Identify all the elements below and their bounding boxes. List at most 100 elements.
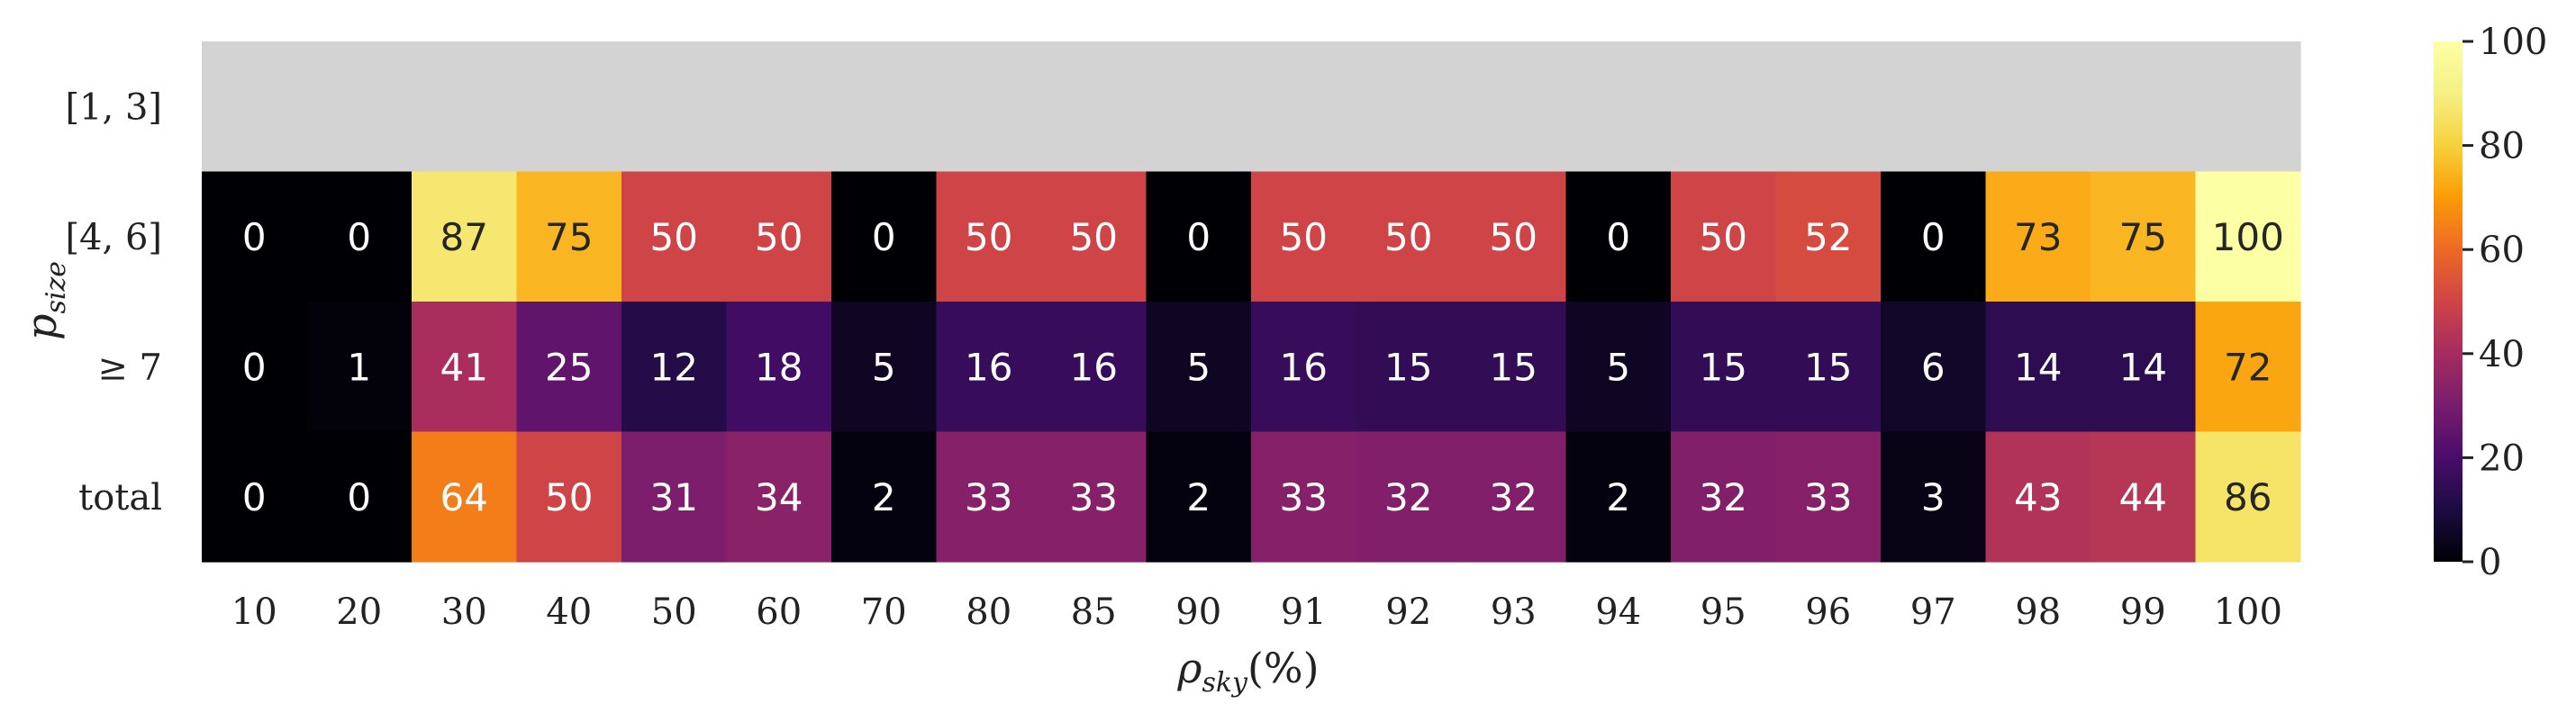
cell-value-label: 0 bbox=[242, 475, 267, 519]
cell-value-label: 86 bbox=[2224, 475, 2272, 519]
heatmap-cell bbox=[726, 171, 832, 302]
cell-value-label: 75 bbox=[545, 215, 593, 259]
heatmap-cell bbox=[1775, 431, 1882, 563]
cell-value-label: 14 bbox=[2119, 345, 2167, 389]
cell-value-label: 87 bbox=[440, 215, 488, 259]
heatmap-cell bbox=[306, 302, 413, 433]
x-tick-label: 85 bbox=[1071, 591, 1117, 633]
cell-value-label: 44 bbox=[2119, 475, 2167, 519]
heatmap-cell bbox=[1356, 171, 1462, 302]
cell-value-label: 16 bbox=[965, 345, 1012, 389]
cell-value-label: 72 bbox=[2224, 345, 2272, 389]
heatmap-cell bbox=[2195, 41, 2301, 173]
cell-value-label: 5 bbox=[1606, 345, 1630, 389]
cell-value-label: 64 bbox=[440, 475, 488, 519]
heatmap-cell bbox=[1565, 171, 1672, 302]
cell-value-label: 12 bbox=[650, 345, 698, 389]
heatmap-cell bbox=[621, 431, 728, 563]
heatmap-cell bbox=[1146, 41, 1252, 173]
cell-value-label: 34 bbox=[755, 475, 803, 519]
cell-value-label: 0 bbox=[1921, 215, 1946, 259]
x-tick-label: 20 bbox=[336, 591, 382, 633]
heatmap-cell bbox=[202, 431, 308, 563]
cell-value-label: 32 bbox=[1490, 475, 1537, 519]
heatmap-cell bbox=[621, 41, 728, 173]
heatmap-cell bbox=[1041, 171, 1147, 302]
cell-value-label: 50 bbox=[545, 475, 593, 519]
heatmap-cell bbox=[621, 302, 728, 433]
heatmap-cell bbox=[1565, 41, 1672, 173]
heatmap-cell bbox=[936, 171, 1042, 302]
heatmap-cell bbox=[1461, 302, 1567, 433]
x-tick-label: 60 bbox=[756, 591, 802, 633]
heatmap-cell bbox=[1251, 302, 1357, 433]
heatmap-cell bbox=[831, 302, 938, 433]
cell-value-label: 75 bbox=[2119, 215, 2167, 259]
cell-value-label: 50 bbox=[755, 215, 803, 259]
heatmap-cell bbox=[202, 302, 308, 433]
cell-value-label: 15 bbox=[1804, 345, 1852, 389]
cell-value-label: 33 bbox=[1280, 475, 1328, 519]
colorbar-tick-label: 0 bbox=[2479, 542, 2501, 583]
colorbar-tick-label: 80 bbox=[2479, 126, 2525, 167]
heatmap-cell bbox=[306, 41, 413, 173]
heatmap-cell bbox=[1985, 41, 2091, 173]
heatmap-cell bbox=[1565, 431, 1672, 563]
heatmap-cell bbox=[2091, 302, 2197, 433]
x-axis-ticks: 10 20 30 40 50 60 70 80 85 90 91 92 93 94 95 96 97 98 99 10… bbox=[231, 591, 2282, 633]
heatmap-cell bbox=[1146, 431, 1252, 563]
cell-value-label: 50 bbox=[1280, 215, 1328, 259]
cell-value-label: 32 bbox=[1384, 475, 1432, 519]
colorbar-tick-label: 20 bbox=[2479, 438, 2525, 479]
heatmap-cell bbox=[412, 41, 518, 173]
x-tick-label: 91 bbox=[1281, 591, 1327, 633]
heatmap-cell bbox=[831, 41, 938, 173]
x-tick-label: 94 bbox=[1595, 591, 1641, 633]
x-tick-label: 98 bbox=[2015, 591, 2061, 633]
cell-value-label: 43 bbox=[2014, 475, 2062, 519]
colorbar-tick-label: 60 bbox=[2479, 230, 2525, 271]
x-tick-label: 99 bbox=[2120, 591, 2166, 633]
x-tick-label: 80 bbox=[966, 591, 1011, 633]
cell-value-label: 15 bbox=[1490, 345, 1537, 389]
cell-value-label: 0 bbox=[347, 215, 371, 259]
cell-value-label: 15 bbox=[1700, 345, 1747, 389]
cell-value-label: 16 bbox=[1070, 345, 1118, 389]
heatmap-cell bbox=[516, 41, 622, 173]
cell-value-label: 5 bbox=[872, 345, 896, 389]
heatmap-cell bbox=[1146, 171, 1252, 302]
cell-value-label: 6 bbox=[1921, 345, 1946, 389]
cell-value-label: 0 bbox=[1186, 215, 1211, 259]
cell-value-label: 1 bbox=[347, 345, 371, 389]
heatmap-cell bbox=[1671, 302, 1777, 433]
y-tick-label: [1, 3] bbox=[65, 86, 162, 128]
cell-value-label: 5 bbox=[1186, 345, 1211, 389]
heatmap-cell bbox=[306, 171, 413, 302]
x-tick-label: 40 bbox=[546, 591, 592, 633]
cell-value-label: 0 bbox=[1606, 215, 1630, 259]
cell-value-label: 0 bbox=[242, 215, 267, 259]
cell-value-label: 50 bbox=[1490, 215, 1537, 259]
heatmap-cell bbox=[1775, 302, 1882, 433]
heatmap-cell bbox=[412, 171, 518, 302]
heatmap-cell bbox=[726, 431, 832, 563]
heatmap-cell bbox=[412, 302, 518, 433]
cell-value-label: 41 bbox=[440, 345, 488, 389]
cell-value-label: 16 bbox=[1280, 345, 1328, 389]
y-tick-label: total bbox=[78, 477, 162, 519]
x-tick-label: 50 bbox=[651, 591, 697, 633]
heatmap-cell bbox=[1671, 431, 1777, 563]
heatmap-cell bbox=[2195, 302, 2301, 433]
x-tick-label: 92 bbox=[1385, 591, 1431, 633]
heatmap-cell bbox=[1985, 302, 2091, 433]
cell-value-label: 2 bbox=[1186, 475, 1211, 519]
cell-value-label: 3 bbox=[1921, 475, 1946, 519]
heatmap-cell bbox=[412, 431, 518, 563]
x-tick-label: 97 bbox=[1910, 591, 1956, 633]
heatmap-cell bbox=[306, 431, 413, 563]
heatmap-cell bbox=[516, 302, 622, 433]
cell-value-label: 2 bbox=[872, 475, 896, 519]
colorbar-ticks: 0 20 40 60 80 100 bbox=[2463, 22, 2547, 583]
heatmap-cell bbox=[1041, 302, 1147, 433]
